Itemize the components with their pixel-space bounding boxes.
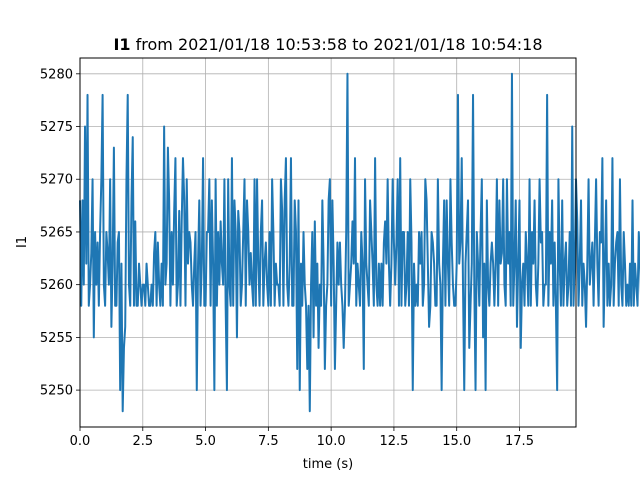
x-tick-label: 0.0 — [70, 434, 91, 449]
x-axis-label: time (s) — [303, 457, 353, 472]
y-axis-label: I1 — [15, 236, 30, 248]
y-tick-label: 5250 — [40, 384, 73, 399]
y-tick-label: 5280 — [40, 67, 73, 82]
x-tick-label: 15.0 — [442, 434, 471, 449]
chart-title: I1 from 2021/01/18 10:53:58 to 2021/01/1… — [113, 35, 542, 54]
chart-title-range: from 2021/01/18 10:53:58 to 2021/01/18 1… — [131, 35, 543, 54]
x-tick-label: 17.5 — [505, 434, 534, 449]
x-tick-label: 10.0 — [317, 434, 346, 449]
x-tick-label: 7.5 — [258, 434, 279, 449]
series-line-i1 — [80, 74, 640, 411]
chart-title-signal: I1 — [113, 35, 130, 54]
x-tick-label: 5.0 — [195, 434, 216, 449]
y-tick-label: 5275 — [40, 120, 73, 135]
y-tick-label: 5255 — [40, 331, 73, 346]
y-tick-label: 5265 — [40, 225, 73, 240]
x-tick-label: 2.5 — [132, 434, 153, 449]
y-tick-label: 5270 — [40, 173, 73, 188]
y-tick-label: 5260 — [40, 278, 73, 293]
x-tick-label: 12.5 — [379, 434, 408, 449]
